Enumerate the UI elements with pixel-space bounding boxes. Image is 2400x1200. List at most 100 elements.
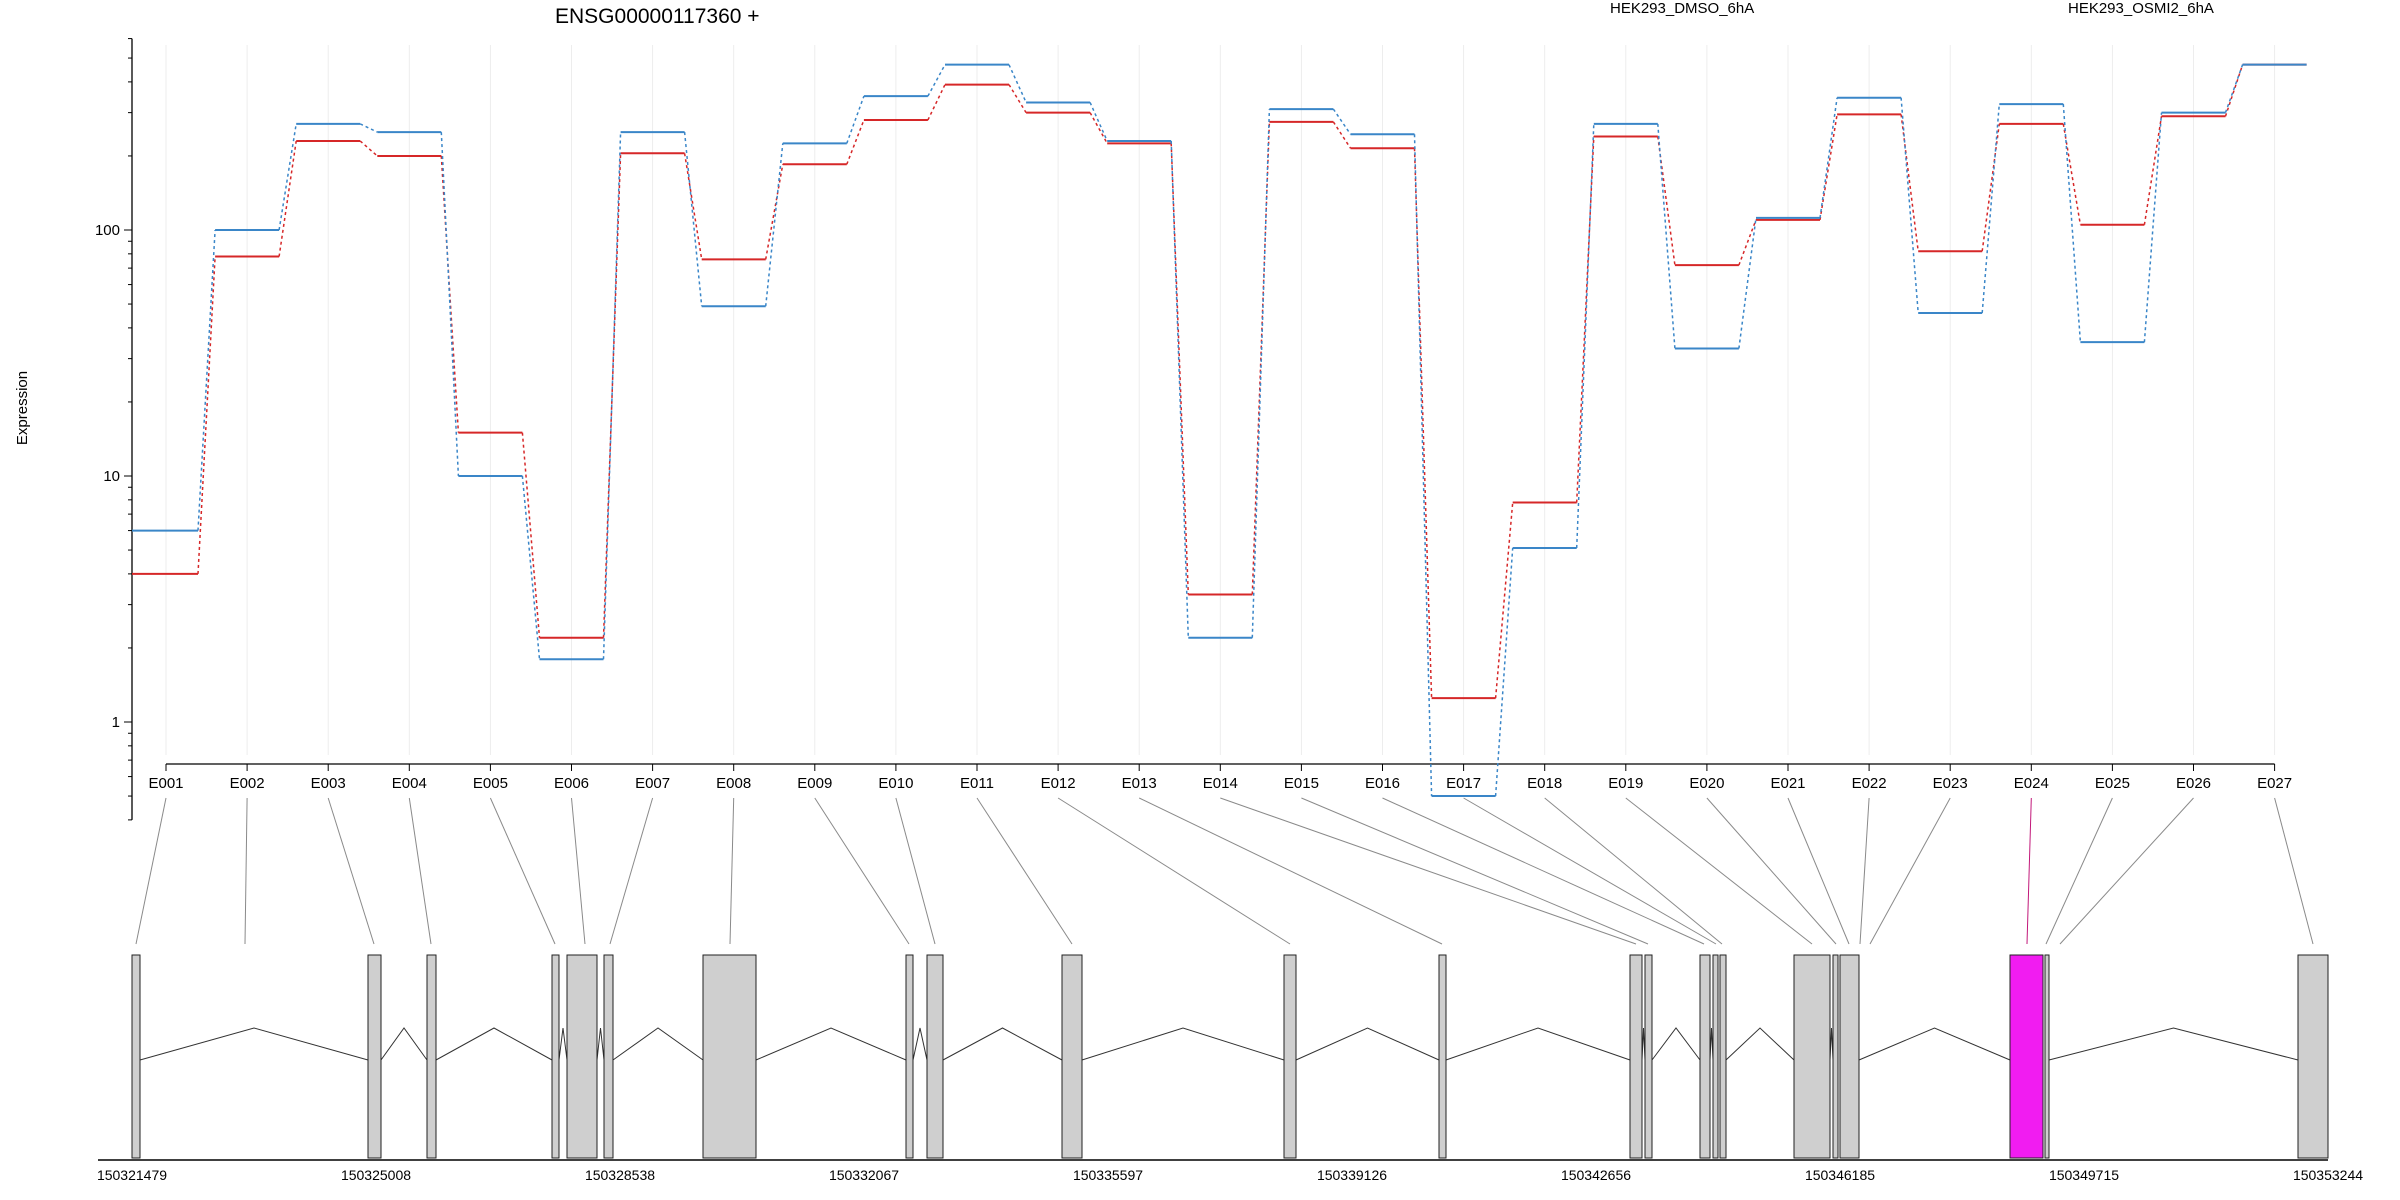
series-connector [440, 132, 460, 477]
exon-connector [571, 797, 586, 945]
exon-connector [2274, 797, 2314, 945]
exon-connector [135, 797, 167, 945]
series-connector [1657, 123, 1676, 349]
exon-connector [1301, 797, 1649, 945]
exon-box [905, 954, 914, 1159]
exon-box [566, 954, 598, 1159]
series-connector [927, 84, 946, 121]
exon-box [551, 954, 560, 1159]
exon-connector [1382, 797, 1705, 945]
series-connector [846, 119, 865, 165]
exon-box [1712, 954, 1719, 1159]
series-dmso [132, 63, 2307, 700]
exon-box [1793, 954, 1831, 1159]
y-tick-label: 10 [103, 468, 120, 485]
genomic-coordinate-label: 150349715 [2049, 1167, 2119, 1183]
exon-label: E002 [230, 775, 265, 792]
exon-label: E017 [1446, 775, 1481, 792]
genomic-coordinate-label: 150332067 [829, 1167, 899, 1183]
series-connector [683, 132, 703, 307]
exon-label: E018 [1527, 775, 1562, 792]
series-connector [683, 153, 703, 260]
series-connector [1332, 121, 1352, 149]
series-osmi2 [132, 63, 2307, 798]
genomic-coordinate-label: 150328538 [585, 1167, 655, 1183]
series-connector [2062, 123, 2082, 225]
exon-connector [976, 797, 1073, 945]
exon-label: E023 [1933, 775, 1968, 792]
series-connector [2143, 112, 2163, 343]
exon-connector [2045, 797, 2113, 945]
series-connector [2224, 64, 2244, 113]
exon-connector [327, 797, 375, 945]
exon-box [1699, 954, 1711, 1159]
axes: 1 10 100 E001 E002 E003 E004 E005 E006 E007 E008 E0… [95, 38, 2292, 821]
series-connector [521, 432, 541, 638]
exon-box [702, 954, 757, 1159]
intron-line [2048, 1027, 2299, 1061]
exon-connector [1544, 797, 1723, 945]
exon-box [426, 954, 437, 1159]
exon-box [1644, 954, 1653, 1159]
intron-line [1858, 1027, 2011, 1061]
exon-connector [244, 797, 248, 945]
chart-title: ENSG00000117360 + [555, 5, 760, 28]
exon-label: E016 [1365, 775, 1400, 792]
genomic-coordinate-label: 150335597 [1073, 1167, 1143, 1183]
intron-line [1295, 1027, 1440, 1061]
intron-line [380, 1027, 428, 1061]
exon-box [1283, 954, 1297, 1159]
series-connector [1981, 104, 2001, 314]
intron-line [435, 1027, 553, 1061]
exon-connector [489, 797, 556, 945]
series-connector [1251, 109, 1271, 638]
exon-label: E019 [1608, 775, 1643, 792]
series-connector [1089, 112, 1108, 144]
genomic-coordinate-label: 150321479 [97, 1167, 167, 1183]
genomic-coordinate-label: 150325008 [341, 1167, 411, 1183]
intron-line [1725, 1027, 1795, 1061]
exon-label: E013 [1122, 775, 1157, 792]
exon-label: E007 [635, 775, 670, 792]
series-connector [197, 256, 216, 574]
series-connector [602, 132, 622, 660]
intron-line [755, 1027, 907, 1061]
exon-connector [1463, 797, 1717, 945]
intron-line [558, 1027, 568, 1061]
series-connector [521, 475, 541, 660]
y-axis-label: Expression [14, 371, 31, 445]
legend-dmso: HEK293_DMSO_6hA [1610, 0, 1754, 17]
exon-label: E015 [1284, 775, 1319, 792]
vertical-gridlines [165, 45, 2276, 755]
exon-label: E025 [2095, 775, 2130, 792]
series-connector [1008, 64, 1027, 103]
exon-label: E003 [311, 775, 346, 792]
series-connector [1575, 136, 1595, 503]
genomic-coordinate-label: 150339126 [1317, 1167, 1387, 1183]
exon-connector [2059, 797, 2194, 945]
intron-line [1445, 1027, 1631, 1061]
exon-label: E004 [392, 775, 427, 792]
series-connector [359, 140, 378, 157]
exon-label: E022 [1852, 775, 1887, 792]
exon-connector [2026, 797, 2032, 945]
exon-box [1629, 954, 1643, 1159]
intron-line [596, 1027, 605, 1061]
exon-label: E020 [1689, 775, 1724, 792]
exon-connector [1787, 797, 1850, 945]
exon-box [131, 954, 141, 1159]
series-connector [2062, 104, 2082, 343]
exon-box [2044, 954, 2050, 1159]
exon-label: E026 [2176, 775, 2211, 792]
y-tick-label: 1 [112, 714, 120, 731]
exon-connector [729, 797, 735, 945]
series-connector [1738, 217, 1757, 349]
exon-label: E021 [1770, 775, 1805, 792]
exon-connector [1869, 797, 1951, 945]
series-connector [1332, 108, 1352, 135]
gene-model: 150321479 150325008 150328538 150332067 1503… [97, 954, 2363, 1183]
exon-label: E027 [2257, 775, 2292, 792]
legend-osmi2: HEK293_OSMI2_6hA [2068, 0, 2214, 17]
series-connector [764, 164, 784, 260]
exon-connector-lines [135, 797, 2314, 945]
